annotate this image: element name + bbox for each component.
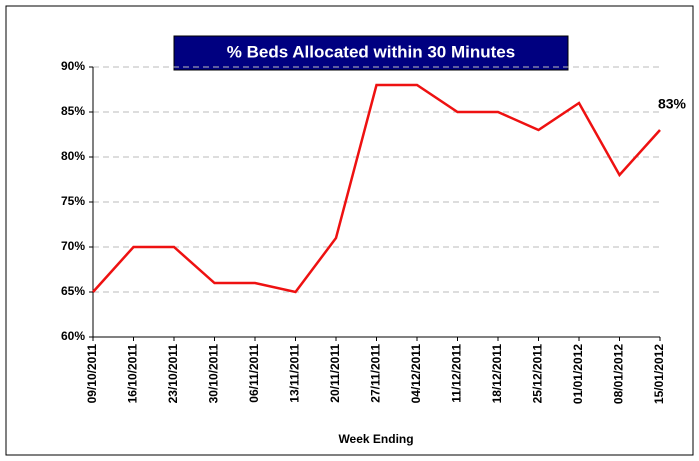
data-label: 83% [658, 96, 687, 112]
data-line [92, 83, 661, 294]
x-tick-label: 01/01/2012 [571, 344, 585, 404]
x-tick-label: 15/01/2012 [652, 344, 666, 404]
y-tick-label: 65% [61, 284, 85, 298]
x-tick-label: 13/11/2011 [288, 344, 302, 403]
x-axis-label: Week Ending [338, 432, 413, 446]
y-tick-label: 90% [61, 59, 85, 73]
x-tick-label: 04/12/2011 [409, 344, 423, 404]
y-tick-label: 80% [61, 149, 85, 163]
x-tick-label: 18/12/2011 [490, 344, 504, 404]
x-tick-label: 09/10/2011 [85, 344, 99, 404]
x-tick-label: 06/11/2011 [247, 344, 261, 403]
y-tick-label: 75% [61, 194, 85, 208]
y-tick-label: 85% [61, 104, 85, 118]
x-tick-label: 20/11/2011 [328, 344, 342, 403]
x-tick-label: 16/10/2011 [126, 344, 140, 404]
chart-title: % Beds Allocated within 30 Minutes [227, 42, 515, 61]
x-tick-label: 23/10/2011 [166, 344, 180, 404]
chart-border [5, 5, 694, 456]
x-tick-label: 25/12/2011 [531, 344, 545, 404]
y-tick-label: 70% [61, 239, 85, 253]
title-box [173, 35, 569, 71]
y-tick-label: 60% [61, 329, 85, 343]
x-tick-label: 08/01/2012 [612, 344, 626, 404]
x-tick-label: 30/10/2011 [207, 344, 221, 404]
x-tick-label: 27/11/2011 [369, 344, 383, 403]
x-tick-label: 11/12/2011 [450, 344, 464, 403]
